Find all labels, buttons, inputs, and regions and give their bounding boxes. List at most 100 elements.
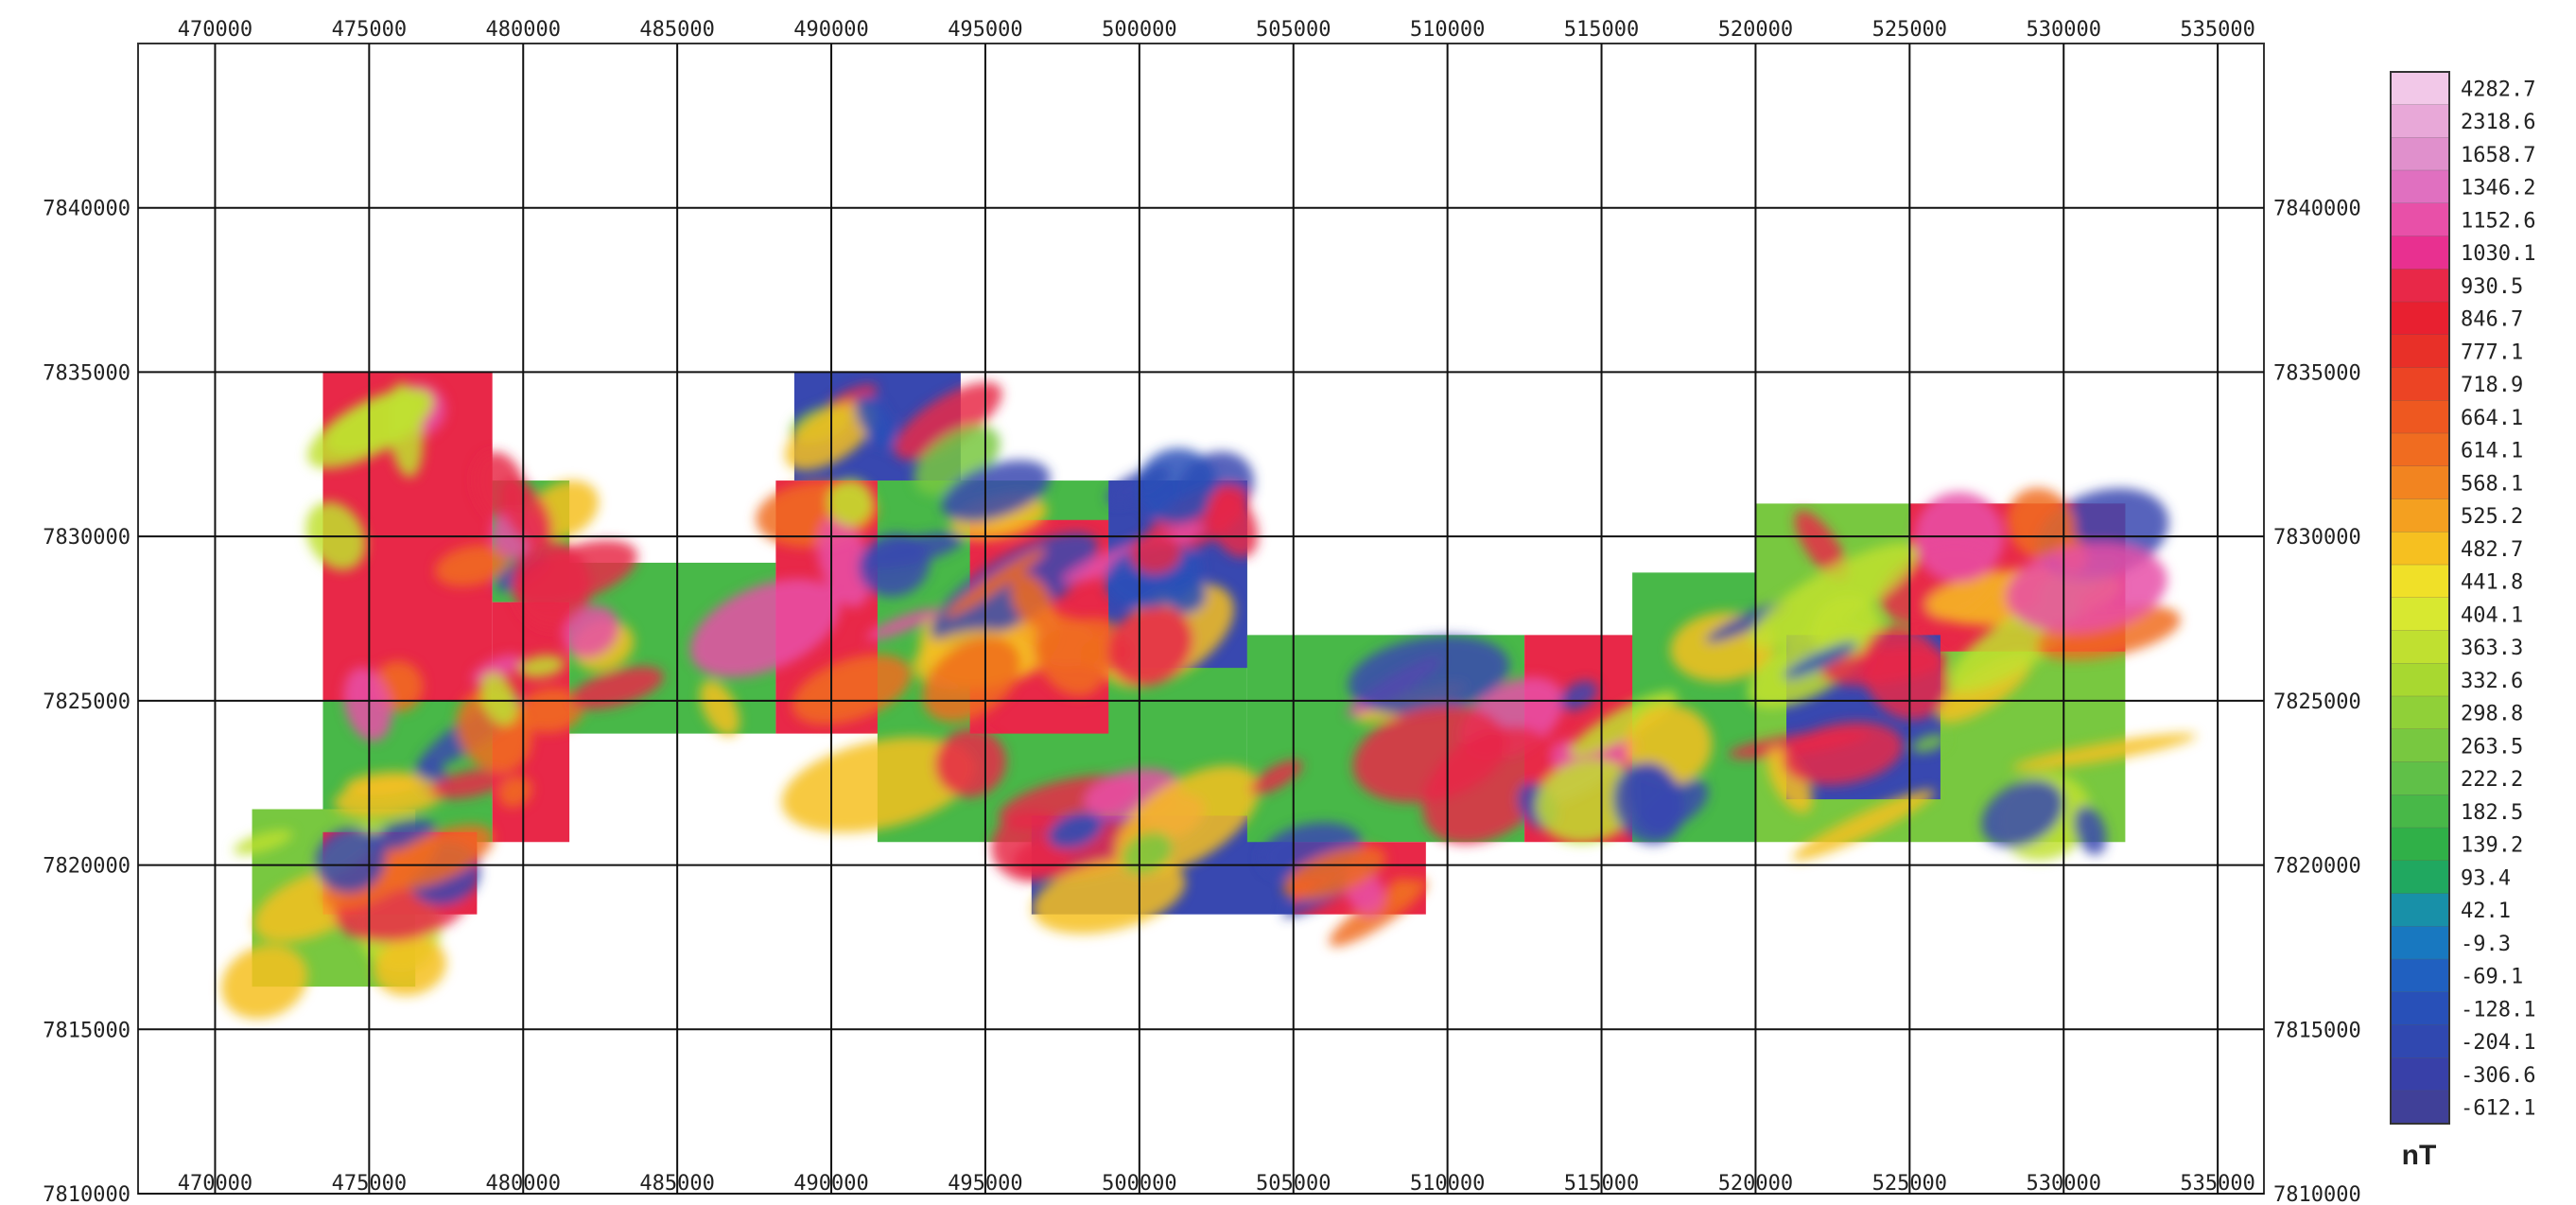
y-tick-label-right: 7825000 bbox=[2273, 690, 2361, 714]
x-tick-label-top: 505000 bbox=[1256, 18, 1331, 42]
anomaly-patch bbox=[369, 819, 436, 850]
anomaly-patch bbox=[1387, 878, 1417, 903]
colorbar-swatch bbox=[2391, 1091, 2449, 1125]
x-tick-label-top: 480000 bbox=[486, 18, 561, 42]
x-tick-label-bottom: 530000 bbox=[2026, 1172, 2100, 1196]
y-tick-label-right: 7830000 bbox=[2273, 526, 2361, 550]
colorbar-label: 1658.7 bbox=[2461, 144, 2535, 167]
anomaly-patch bbox=[866, 608, 938, 640]
colorbar-swatch bbox=[2391, 532, 2449, 566]
anomaly-patch bbox=[934, 728, 1006, 797]
colorbar-swatch bbox=[2391, 203, 2449, 237]
colorbar-label: 441.8 bbox=[2461, 571, 2523, 595]
anomaly-patch bbox=[315, 828, 386, 893]
colorbar-unit-label: nT bbox=[2402, 1140, 2437, 1171]
x-tick-label-bottom: 470000 bbox=[178, 1172, 252, 1196]
x-axis-bottom-labels: 470000 475000 480000 485000 490000 495000 5000… bbox=[178, 1172, 2255, 1196]
colorbar-label: 777.1 bbox=[2461, 341, 2523, 364]
anomaly-patch bbox=[344, 771, 424, 795]
x-tick-label-bottom: 475000 bbox=[332, 1172, 407, 1196]
colorbar-swatch bbox=[2391, 828, 2449, 862]
x-tick-label-top: 510000 bbox=[1410, 18, 1485, 42]
colorbar-swatch bbox=[2391, 104, 2449, 138]
anomaly-patch bbox=[1207, 489, 1259, 558]
colorbar-label: 718.9 bbox=[2461, 374, 2523, 397]
anomaly-patch bbox=[1794, 510, 1848, 582]
anomaly-patch bbox=[517, 688, 584, 733]
y-tick-label-right: 7820000 bbox=[2273, 855, 2361, 879]
anomaly-patch bbox=[374, 936, 447, 996]
colorbar-label: 4282.7 bbox=[2461, 78, 2535, 101]
colorbar-swatch bbox=[2391, 992, 2449, 1026]
x-tick-label-bottom: 505000 bbox=[1256, 1172, 1331, 1196]
y-tick-label-left: 7815000 bbox=[43, 1019, 131, 1042]
colorbar-label: 846.7 bbox=[2461, 308, 2523, 332]
x-tick-label-top: 530000 bbox=[2026, 18, 2100, 42]
y-tick-label-right: 7815000 bbox=[2273, 1019, 2361, 1042]
anomaly-patch bbox=[827, 479, 874, 527]
colorbar-label: -69.1 bbox=[2461, 966, 2523, 989]
anomaly-patch bbox=[1121, 831, 1173, 875]
anomaly-patch bbox=[858, 533, 930, 597]
anomaly-patch bbox=[1348, 636, 1510, 715]
colorbar-label: -612.1 bbox=[2461, 1097, 2535, 1121]
colorbar-swatch bbox=[2391, 729, 2449, 763]
y-tick-label-left: 7830000 bbox=[43, 526, 131, 550]
anomaly-patch bbox=[1137, 447, 1218, 524]
anomaly-patch bbox=[499, 479, 553, 547]
x-tick-label-top: 485000 bbox=[639, 18, 714, 42]
colorbar-swatch bbox=[2391, 269, 2449, 303]
colorbar-label: 482.7 bbox=[2461, 538, 2523, 562]
anomaly-patch bbox=[325, 391, 433, 455]
colorbar-frame bbox=[2390, 71, 2450, 1125]
colorbar-swatch bbox=[2391, 170, 2449, 204]
anomaly-patch bbox=[1130, 532, 1182, 575]
x-tick-label-top: 500000 bbox=[1102, 18, 1176, 42]
anomaly-patch bbox=[380, 824, 494, 890]
x-tick-label-bottom: 495000 bbox=[948, 1172, 1022, 1196]
colorbar-label: -128.1 bbox=[2461, 998, 2535, 1022]
colorbar-swatch bbox=[2391, 696, 2449, 730]
anomaly-patch bbox=[855, 394, 896, 449]
colorbar-swatch bbox=[2391, 1024, 2449, 1058]
colorbar-swatch bbox=[2391, 433, 2449, 467]
anomaly-patch bbox=[1282, 846, 1386, 900]
colorbar-label: 614.1 bbox=[2461, 440, 2523, 463]
colorbar-swatch bbox=[2391, 959, 2449, 993]
colorbar-swatch bbox=[2391, 663, 2449, 697]
anomaly-patch bbox=[1034, 614, 1106, 696]
colorbar-label: 363.3 bbox=[2461, 637, 2523, 660]
colorbar-swatch bbox=[2391, 893, 2449, 927]
anomaly-patch bbox=[1749, 542, 1919, 649]
anomaly-patch bbox=[2007, 487, 2076, 560]
colorbar-swatch bbox=[2391, 565, 2449, 599]
colorbar-label: 93.4 bbox=[2461, 866, 2511, 890]
anomaly-patch bbox=[2011, 733, 2197, 771]
anomaly-patch bbox=[1535, 759, 1642, 844]
colorbar-swatch bbox=[2391, 630, 2449, 664]
y-tick-label-right: 7840000 bbox=[2273, 198, 2361, 221]
anomaly-patch bbox=[1767, 747, 1813, 813]
colorbar-label: -9.3 bbox=[2461, 933, 2511, 956]
colorbar-label: 568.1 bbox=[2461, 472, 2523, 496]
colorbar-label: 1030.1 bbox=[2461, 242, 2535, 266]
anomaly-patch bbox=[941, 460, 1051, 522]
anomaly-patch bbox=[2074, 806, 2107, 855]
y-axis-right-labels: 7840000 7835000 7830000 7825000 7820000 78150… bbox=[2273, 198, 2361, 1205]
y-axis-left-labels: 7840000 7835000 7830000 7825000 7820000 78150… bbox=[43, 198, 131, 1205]
y-tick-label-left: 7825000 bbox=[43, 690, 131, 714]
colorbar-label: 664.1 bbox=[2461, 407, 2523, 430]
colorbar-swatch bbox=[2391, 598, 2449, 632]
colorbar-swatch bbox=[2391, 302, 2449, 336]
colorbar-label: 222.2 bbox=[2461, 768, 2523, 792]
colorbar-label: 2318.6 bbox=[2461, 111, 2535, 134]
anomaly-patch bbox=[1569, 690, 1678, 758]
anomaly-patch bbox=[479, 672, 518, 726]
anomaly-patch bbox=[343, 667, 392, 742]
x-tick-label-bottom: 535000 bbox=[2180, 1172, 2254, 1196]
colorbar-swatch bbox=[2391, 926, 2449, 960]
colorbar-label: 930.5 bbox=[2461, 275, 2523, 299]
x-tick-label-bottom: 480000 bbox=[486, 1172, 561, 1196]
y-tick-label-left: 7810000 bbox=[43, 1183, 131, 1205]
